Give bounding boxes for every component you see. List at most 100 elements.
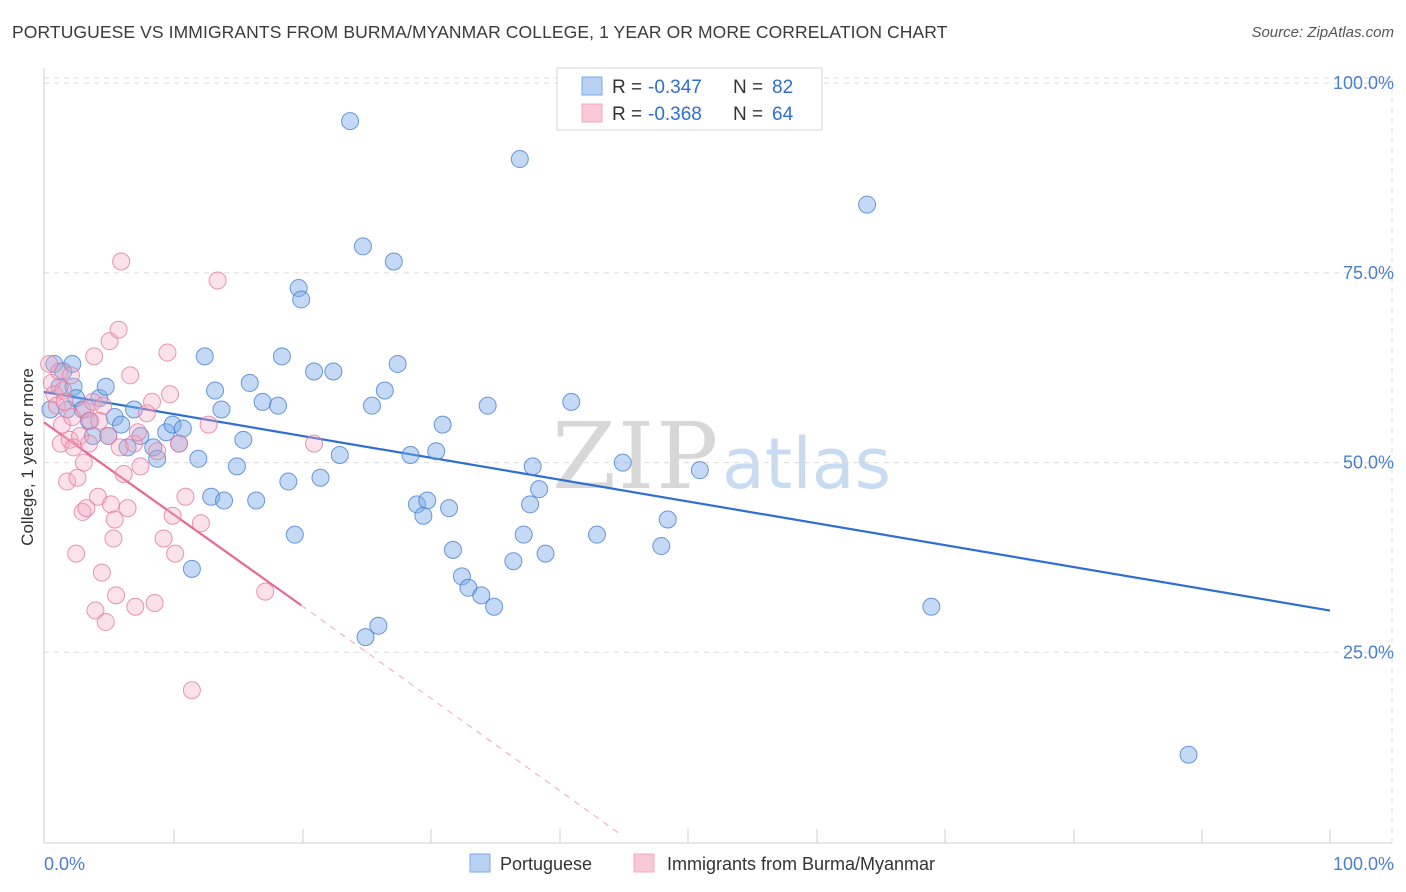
portuguese-point-79 bbox=[658, 510, 677, 529]
burma-point-47 bbox=[137, 404, 156, 423]
burma-point-62 bbox=[256, 582, 275, 601]
y-tick-label-2: 75.0% bbox=[1343, 263, 1394, 283]
legend-box: R = -0.347 N = 82 R = -0.368 N = 64 bbox=[556, 67, 823, 131]
portuguese-point-69 bbox=[510, 150, 529, 169]
burma-point-59 bbox=[191, 514, 210, 533]
portuguese-point-61 bbox=[440, 499, 459, 518]
source-label: Source: ZipAtlas.com bbox=[1251, 24, 1394, 41]
portuguese-point-20 bbox=[148, 449, 167, 468]
portuguese-point-25 bbox=[182, 559, 201, 578]
portuguese-point-21 bbox=[157, 423, 176, 442]
portuguese-point-55 bbox=[401, 446, 420, 464]
burma-point-2 bbox=[45, 385, 64, 404]
portuguese-point-32 bbox=[227, 457, 246, 476]
portuguese-point-41 bbox=[289, 279, 308, 298]
portuguese-point-50 bbox=[362, 396, 381, 415]
portuguese-point-12 bbox=[96, 377, 115, 396]
burma-point-18 bbox=[74, 453, 93, 472]
legend-n-label-2: N = bbox=[733, 104, 763, 125]
portuguese-point-42 bbox=[292, 290, 311, 309]
portuguese-point-48 bbox=[353, 237, 372, 256]
burma-point-33 bbox=[101, 495, 120, 514]
y-tick-label-1: 50.0% bbox=[1343, 453, 1394, 473]
portuguese-point-37 bbox=[269, 396, 288, 415]
legend-r-label-2: R = bbox=[612, 104, 642, 125]
burma-point-16 bbox=[71, 427, 90, 446]
burma-point-11 bbox=[62, 366, 81, 385]
x-tick-label-left: 0.0% bbox=[44, 854, 85, 874]
portuguese-point-62 bbox=[443, 540, 462, 559]
portuguese-point-51 bbox=[369, 616, 388, 635]
portuguese-point-53 bbox=[384, 252, 403, 271]
legend-n-value-1: 82 bbox=[772, 77, 793, 98]
burma-point-30 bbox=[96, 612, 115, 631]
portuguese-point-65 bbox=[472, 586, 491, 605]
portuguese-point-81 bbox=[858, 195, 877, 214]
bottom-legend-label-portuguese: Portuguese bbox=[500, 854, 592, 874]
y-tick-label-3: 100.0% bbox=[1333, 73, 1394, 93]
portuguese-point-71 bbox=[521, 495, 540, 514]
burma-point-60 bbox=[199, 415, 218, 434]
burma-point-55 bbox=[166, 544, 185, 563]
burma-point-50 bbox=[148, 442, 167, 461]
burma-point-52 bbox=[158, 343, 177, 362]
burma-point-35 bbox=[105, 510, 124, 529]
chart-title: PORTUGUESE VS IMMIGRANTS FROM BURMA/MYAN… bbox=[12, 22, 948, 42]
bottom-legend-swatch-portuguese bbox=[469, 853, 491, 873]
portuguese-point-59 bbox=[427, 442, 446, 461]
burma-point-37 bbox=[109, 320, 128, 339]
burma-point-58 bbox=[182, 681, 201, 700]
portuguese-point-14 bbox=[105, 408, 124, 427]
portuguese-point-27 bbox=[195, 347, 214, 366]
legend-swatch-portuguese bbox=[581, 76, 603, 96]
burma-point-8 bbox=[55, 392, 74, 411]
y-tick-label-0: 25.0% bbox=[1343, 642, 1394, 662]
y-axis-label: College, 1 year or more bbox=[18, 368, 37, 546]
portuguese-point-58 bbox=[418, 491, 437, 510]
trend-line-extension-1 bbox=[300, 604, 624, 837]
burma-point-20 bbox=[77, 499, 96, 518]
portuguese-point-47 bbox=[341, 112, 360, 131]
portuguese-point-24 bbox=[173, 419, 192, 438]
x-tick-label-right: 100.0% bbox=[1333, 854, 1394, 874]
portuguese-point-30 bbox=[212, 400, 231, 419]
burma-point-44 bbox=[126, 597, 145, 616]
portuguese-point-75 bbox=[562, 392, 581, 411]
portuguese-point-43 bbox=[305, 362, 324, 381]
burma-point-41 bbox=[118, 499, 137, 518]
portuguese-point-74 bbox=[536, 544, 555, 563]
burma-point-25 bbox=[86, 601, 105, 620]
portuguese-point-38 bbox=[272, 347, 291, 366]
trend-line-0 bbox=[43, 390, 1331, 612]
data-points bbox=[40, 112, 1198, 764]
burma-point-4 bbox=[50, 362, 69, 381]
burma-point-7 bbox=[54, 381, 73, 400]
portuguese-point-45 bbox=[324, 362, 343, 381]
burma-point-40 bbox=[114, 464, 133, 483]
burma-point-27 bbox=[90, 411, 109, 430]
portuguese-point-63 bbox=[452, 567, 471, 586]
burma-point-43 bbox=[125, 434, 144, 453]
portuguese-point-73 bbox=[530, 480, 549, 499]
portuguese-point-68 bbox=[504, 552, 523, 571]
portuguese-point-66 bbox=[478, 396, 497, 415]
burma-point-21 bbox=[80, 434, 99, 453]
portuguese-point-6 bbox=[64, 377, 83, 396]
portuguese-point-78 bbox=[652, 537, 671, 556]
burma-point-49 bbox=[145, 593, 164, 612]
burma-point-39 bbox=[112, 252, 131, 271]
burma-point-36 bbox=[107, 586, 126, 605]
burma-point-54 bbox=[163, 506, 182, 525]
legend-r-label-1: R = bbox=[612, 77, 642, 98]
portuguese-point-54 bbox=[388, 354, 407, 373]
portuguese-point-67 bbox=[485, 597, 504, 616]
trend-line-1 bbox=[43, 421, 302, 607]
bottom-legend: Portuguese Immigrants from Burma/Myanmar bbox=[469, 853, 935, 874]
burma-point-14 bbox=[67, 544, 86, 563]
portuguese-point-83 bbox=[1179, 745, 1198, 764]
burma-point-22 bbox=[81, 411, 100, 430]
portuguese-point-46 bbox=[330, 446, 349, 464]
bottom-legend-swatch-burma bbox=[633, 853, 655, 873]
burma-point-57 bbox=[176, 487, 195, 506]
axes bbox=[43, 68, 1392, 844]
